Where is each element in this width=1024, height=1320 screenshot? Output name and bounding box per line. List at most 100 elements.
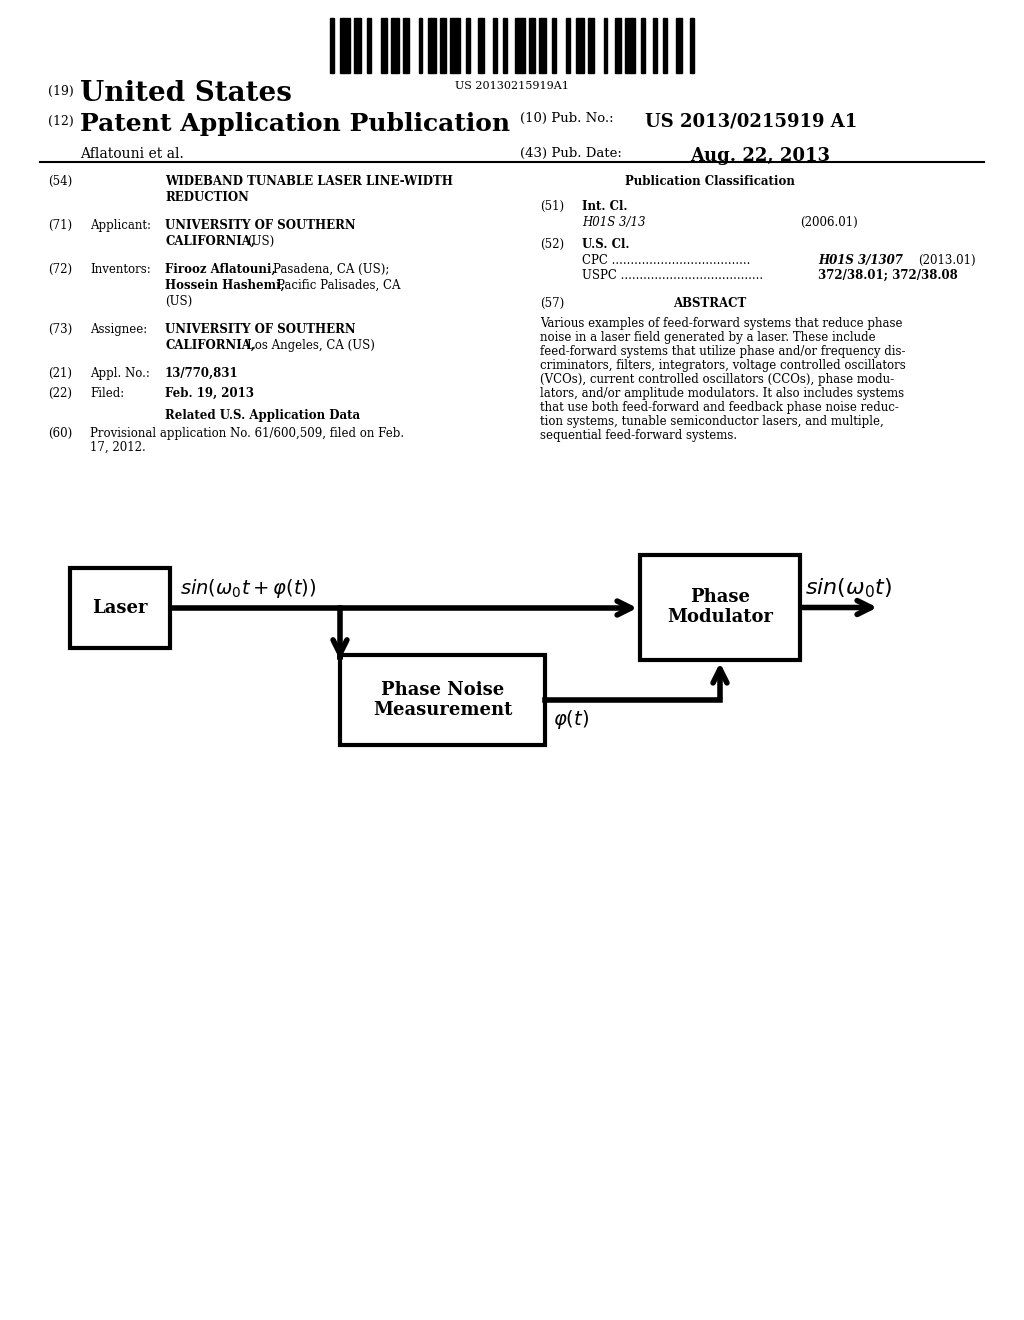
Text: 372/38.01; 372/38.08: 372/38.01; 372/38.08 — [818, 269, 957, 282]
Text: UNIVERSITY OF SOUTHERN: UNIVERSITY OF SOUTHERN — [165, 323, 355, 337]
Text: (US): (US) — [165, 294, 193, 308]
Bar — [690, 18, 694, 73]
Bar — [566, 18, 570, 73]
Text: Pasadena, CA (US);: Pasadena, CA (US); — [273, 263, 389, 276]
Text: 13/770,831: 13/770,831 — [165, 367, 239, 380]
Text: (US): (US) — [247, 235, 274, 248]
Text: Appl. No.:: Appl. No.: — [90, 367, 150, 380]
Text: Related U.S. Application Data: Related U.S. Application Data — [165, 409, 360, 422]
Bar — [577, 18, 584, 73]
Text: ABSTRACT: ABSTRACT — [674, 297, 746, 310]
Text: Phase Noise: Phase Noise — [381, 681, 504, 700]
Text: Aug. 22, 2013: Aug. 22, 2013 — [690, 147, 830, 165]
Text: Measurement: Measurement — [373, 701, 512, 719]
Text: $sin(\omega_0 t)$: $sin(\omega_0 t)$ — [805, 576, 892, 599]
Text: WIDEBAND TUNABLE LASER LINE-WIDTH: WIDEBAND TUNABLE LASER LINE-WIDTH — [165, 176, 453, 187]
Text: (52): (52) — [540, 238, 564, 251]
Text: USPC ......................................: USPC ...................................… — [582, 269, 763, 282]
Text: Pacific Palisades, CA: Pacific Palisades, CA — [278, 279, 400, 292]
Bar — [402, 18, 409, 73]
Text: Laser: Laser — [92, 599, 147, 616]
Bar — [552, 18, 556, 73]
Bar — [539, 18, 547, 73]
Text: US 2013/0215919 A1: US 2013/0215919 A1 — [645, 112, 857, 129]
Text: Publication Classification: Publication Classification — [625, 176, 795, 187]
Bar — [603, 18, 607, 73]
Text: Hossein Hashemi,: Hossein Hashemi, — [165, 279, 285, 292]
Bar — [391, 18, 399, 73]
Text: H01S 3/13: H01S 3/13 — [582, 216, 645, 228]
Bar — [626, 18, 635, 73]
Bar — [440, 18, 446, 73]
Text: lators, and/or amplitude modulators. It also includes systems: lators, and/or amplitude modulators. It … — [540, 387, 904, 400]
Bar — [503, 18, 507, 73]
Text: $\varphi(t)$: $\varphi(t)$ — [553, 708, 589, 731]
Text: Patent Application Publication: Patent Application Publication — [80, 112, 510, 136]
Text: sequential feed-forward systems.: sequential feed-forward systems. — [540, 429, 737, 442]
Bar — [588, 18, 594, 73]
Bar — [652, 18, 656, 73]
Text: (22): (22) — [48, 387, 72, 400]
Text: (72): (72) — [48, 263, 72, 276]
Text: (2006.01): (2006.01) — [800, 216, 858, 228]
Bar — [381, 18, 387, 73]
Text: CALIFORNIA,: CALIFORNIA, — [165, 339, 255, 352]
Text: United States: United States — [80, 81, 292, 107]
Text: that use both feed-forward and feedback phase noise reduc-: that use both feed-forward and feedback … — [540, 401, 899, 414]
Text: Assignee:: Assignee: — [90, 323, 147, 337]
Bar — [641, 18, 645, 73]
Text: Phase: Phase — [690, 589, 750, 606]
Bar — [663, 18, 667, 73]
Text: (10) Pub. No.:: (10) Pub. No.: — [520, 112, 613, 125]
Text: noise in a laser field generated by a laser. These include: noise in a laser field generated by a la… — [540, 331, 876, 345]
Text: 17, 2012.: 17, 2012. — [90, 441, 145, 454]
Bar — [528, 18, 535, 73]
Text: Aflatouni et al.: Aflatouni et al. — [80, 147, 183, 161]
Bar — [451, 18, 460, 73]
Bar — [340, 655, 545, 744]
Text: CPC .....................................: CPC ....................................… — [582, 253, 751, 267]
Text: (51): (51) — [540, 201, 564, 213]
Text: Modulator: Modulator — [667, 609, 773, 627]
Text: Inventors:: Inventors: — [90, 263, 151, 276]
Bar — [494, 18, 498, 73]
Text: (71): (71) — [48, 219, 72, 232]
Text: U.S. Cl.: U.S. Cl. — [582, 238, 630, 251]
Text: Applicant:: Applicant: — [90, 219, 151, 232]
Text: Firooz Aflatouni,: Firooz Aflatouni, — [165, 263, 275, 276]
Bar — [330, 18, 334, 73]
Text: Various examples of feed-forward systems that reduce phase: Various examples of feed-forward systems… — [540, 317, 902, 330]
Bar — [640, 554, 800, 660]
Text: (43) Pub. Date:: (43) Pub. Date: — [520, 147, 622, 160]
Text: (57): (57) — [540, 297, 564, 310]
Text: H01S 3/1307: H01S 3/1307 — [818, 253, 903, 267]
Bar — [615, 18, 622, 73]
Text: (19): (19) — [48, 84, 74, 98]
Bar — [466, 18, 470, 73]
Text: Los Angeles, CA (US): Los Angeles, CA (US) — [247, 339, 375, 352]
Text: (54): (54) — [48, 176, 73, 187]
Bar — [428, 18, 436, 73]
Text: (73): (73) — [48, 323, 73, 337]
Bar — [677, 18, 682, 73]
Text: criminators, filters, integrators, voltage controlled oscillators: criminators, filters, integrators, volta… — [540, 359, 906, 372]
Bar — [419, 18, 423, 73]
Bar — [70, 568, 170, 648]
Text: tion systems, tunable semiconductor lasers, and multiple,: tion systems, tunable semiconductor lase… — [540, 414, 884, 428]
Bar — [515, 18, 525, 73]
Text: (12): (12) — [48, 115, 74, 128]
Text: UNIVERSITY OF SOUTHERN: UNIVERSITY OF SOUTHERN — [165, 219, 355, 232]
Text: $sin(\omega_0 t+\varphi(t))$: $sin(\omega_0 t+\varphi(t))$ — [180, 577, 316, 601]
Text: (2013.01): (2013.01) — [918, 253, 976, 267]
Text: REDUCTION: REDUCTION — [165, 191, 249, 205]
Text: (60): (60) — [48, 426, 73, 440]
Text: Feb. 19, 2013: Feb. 19, 2013 — [165, 387, 254, 400]
Text: (VCOs), current controlled oscillators (CCOs), phase modu-: (VCOs), current controlled oscillators (… — [540, 374, 894, 385]
Bar — [477, 18, 483, 73]
Text: Filed:: Filed: — [90, 387, 124, 400]
Text: CALIFORNIA,: CALIFORNIA, — [165, 235, 255, 248]
Bar — [368, 18, 372, 73]
Text: Int. Cl.: Int. Cl. — [582, 201, 628, 213]
Bar — [353, 18, 361, 73]
Text: feed-forward systems that utilize phase and/or frequency dis-: feed-forward systems that utilize phase … — [540, 345, 905, 358]
